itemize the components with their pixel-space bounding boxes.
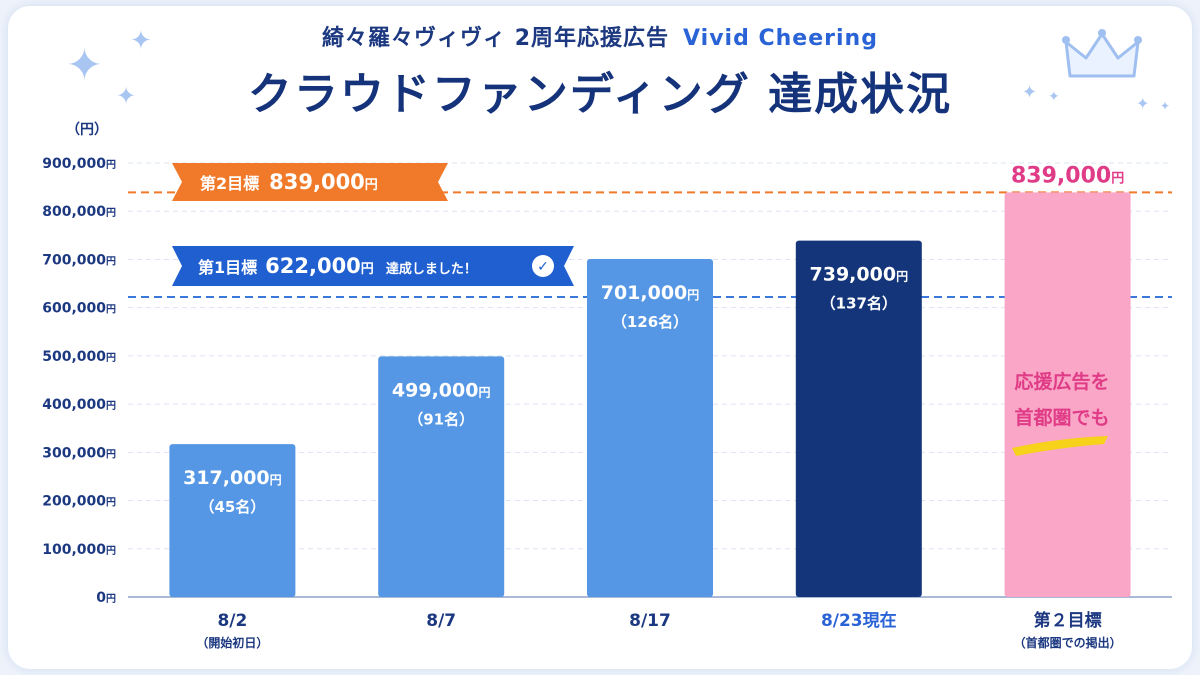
y-tick-label: 900,000円	[42, 156, 116, 172]
chart-subtitle: 綺々羅々ヴィヴィ 2周年応援広告 Vivid Cheering	[0, 20, 1200, 52]
y-tick-label: 0円	[96, 590, 116, 606]
check-circle-icon	[532, 255, 554, 277]
chart-title: クラウドファンディング 達成状況	[247, 69, 953, 120]
bar-count-label: （45名）	[199, 498, 265, 516]
sparkle-icon: ✦	[66, 40, 103, 91]
sparkle-icon: ✦	[1160, 99, 1171, 113]
goal2-amount: 839,000	[269, 170, 365, 194]
annotation-line1: 応援広告を	[1014, 370, 1109, 393]
x-category-label: 8/7	[426, 611, 456, 631]
goal1-label: 第1目標	[198, 258, 257, 277]
bar-value-label: 839,000円	[1011, 163, 1124, 188]
goal1-banner: 第1目標 622,000円 達成しました！ ✓	[172, 246, 574, 286]
y-tick-label: 400,000円	[42, 397, 116, 413]
x-category-sublabel: （首都圏での掲出）	[1014, 635, 1122, 650]
y-tick-label: 300,000円	[42, 445, 116, 461]
check-icon: ✓	[537, 259, 549, 275]
goal-annotation: 応援広告を 首都圏でも	[1012, 370, 1110, 456]
bar	[169, 444, 296, 597]
subtitle-en: Vivid Cheering	[683, 26, 878, 51]
annotation-line2: 首都圏でも	[1014, 406, 1109, 429]
x-category-sublabel: （開始初日）	[196, 635, 268, 650]
bar-value-label: 499,000円	[392, 379, 491, 401]
highlight-stroke	[1012, 436, 1108, 456]
bar-count-label: （91名）	[408, 410, 474, 428]
bar-value-label: 317,000円	[183, 467, 282, 489]
x-category-label: 8/17	[629, 611, 671, 631]
x-category-label: 8/2	[217, 611, 247, 631]
sparkle-icon: ✦	[1022, 82, 1038, 103]
y-tick-label: 200,000円	[42, 494, 116, 510]
goal1-status: 達成しました！	[386, 261, 477, 277]
bar	[587, 258, 713, 597]
goal2-label: 第2目標	[200, 174, 259, 193]
y-tick-label: 100,000円	[42, 542, 116, 558]
bar-count-label: （137名）	[821, 295, 897, 313]
bar	[1004, 192, 1131, 597]
goal2-banner: 第2目標 839,000円	[172, 163, 448, 201]
y-tick-label: 600,000円	[42, 301, 116, 317]
y-tick-label: 800,000円	[42, 204, 116, 220]
bar-value-label: 739,000円	[810, 264, 909, 286]
x-category-label: 第２目標	[1034, 610, 1102, 631]
sparkle-icon: ✦	[130, 26, 152, 56]
bar	[378, 356, 505, 597]
crown-icon	[1062, 29, 1142, 78]
subtitle-jp: 綺々羅々ヴィヴィ 2周年応援広告	[322, 26, 670, 51]
sparkle-icon: ✦	[116, 82, 137, 110]
bar-count-label: （126名）	[612, 313, 688, 331]
bar	[795, 240, 922, 598]
goal1-amount: 622,000	[265, 254, 361, 278]
sparkle-icon: ✦	[1048, 89, 1060, 105]
sparkle-icon: ✦	[1136, 94, 1150, 113]
y-axis-unit: （円）	[66, 122, 108, 138]
bar-value-label: 701,000円	[601, 282, 700, 304]
goal1-yen: 円	[361, 262, 374, 277]
y-tick-label: 700,000円	[42, 252, 116, 268]
goal2-yen: 円	[365, 178, 378, 193]
y-tick-label: 500,000円	[42, 349, 116, 365]
x-category-label: 8/23現在	[821, 610, 897, 631]
